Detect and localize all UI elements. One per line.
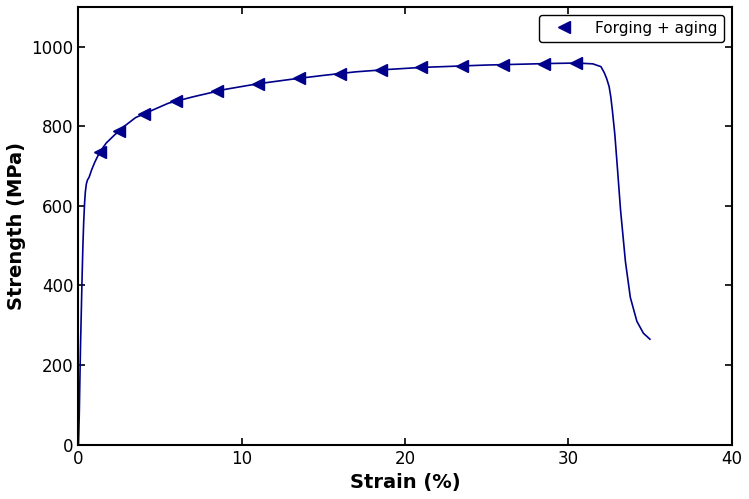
Forging + aging	[376, 67, 385, 73]
Line: Forging + aging: Forging + aging	[94, 57, 582, 158]
Forging + aging	[572, 60, 581, 66]
Forging + aging	[458, 63, 467, 69]
Forging + aging	[139, 111, 148, 117]
Forging + aging	[115, 128, 124, 134]
Forging + aging	[172, 98, 181, 104]
Forging + aging	[294, 75, 303, 81]
Forging + aging	[417, 64, 426, 70]
Forging + aging	[336, 70, 345, 76]
Legend: Forging + aging: Forging + aging	[539, 14, 724, 42]
X-axis label: Strain (%): Strain (%)	[350, 473, 461, 492]
Forging + aging	[499, 62, 508, 68]
Forging + aging	[213, 88, 222, 94]
Y-axis label: Strength (MPa): Strength (MPa)	[7, 142, 26, 310]
Forging + aging	[95, 149, 104, 155]
Forging + aging	[254, 81, 263, 87]
Forging + aging	[539, 61, 548, 67]
